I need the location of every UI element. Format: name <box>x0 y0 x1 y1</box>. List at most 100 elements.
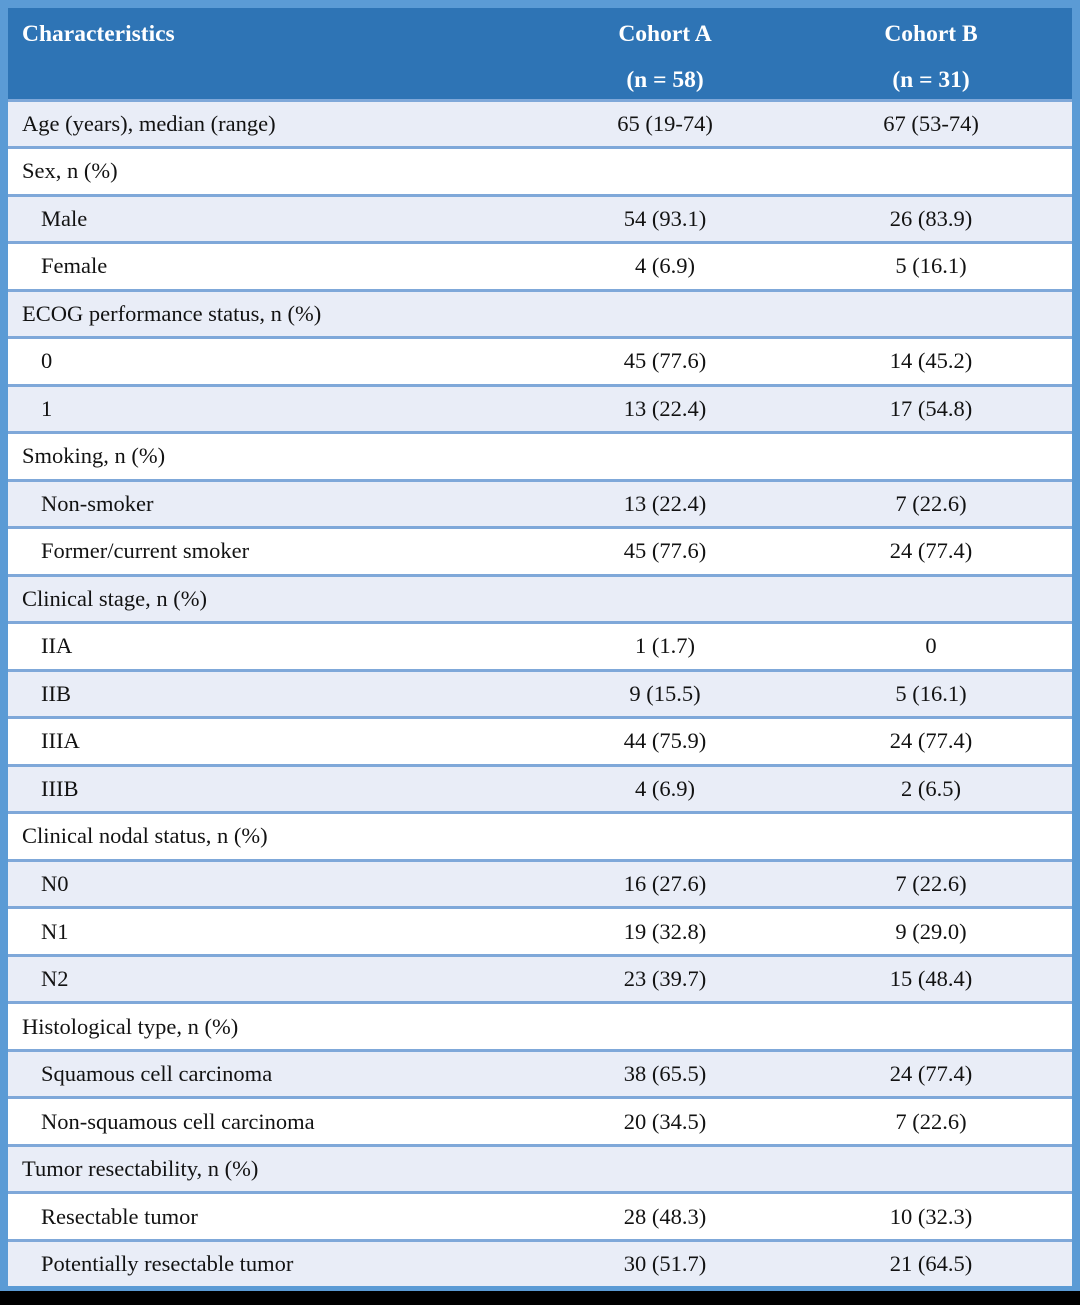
table-row: N0 16 (27.6) 7 (22.6) <box>8 858 1072 908</box>
cohort-a-value: 13 (22.4) <box>540 383 791 433</box>
cohort-b-value: 7 (22.6) <box>790 1096 1072 1146</box>
row-label: N2 <box>8 953 540 1003</box>
cohort-a-value: 16 (27.6) <box>540 858 791 908</box>
row-label: Former/current smoker <box>8 526 540 576</box>
cohort-a-value: 45 (77.6) <box>540 336 791 386</box>
cohort-a-value: 54 (93.1) <box>540 193 791 243</box>
characteristics-table: Characteristics Cohort A (n = 58) Cohort… <box>8 8 1072 1286</box>
header-characteristics-label: Characteristics <box>22 21 175 47</box>
cohort-b-value: 17 (54.8) <box>790 383 1072 433</box>
header-characteristics: Characteristics <box>8 8 540 100</box>
section-label: Clinical stage, n (%) <box>8 573 1072 623</box>
cohort-b-value: 24 (77.4) <box>790 526 1072 576</box>
cohort-a-value: 30 (51.7) <box>540 1238 791 1286</box>
cohort-b-value: 9 (29.0) <box>790 906 1072 956</box>
cohort-a-n: (n = 58) <box>626 67 704 94</box>
cohort-b-value: 5 (16.1) <box>790 241 1072 291</box>
row-label: Non-smoker <box>8 478 540 528</box>
table-row: 1 13 (22.4) 17 (54.8) <box>8 383 1072 433</box>
table-row: N2 23 (39.7) 15 (48.4) <box>8 953 1072 1003</box>
cohort-b-value: 5 (16.1) <box>790 668 1072 718</box>
row-label: Resectable tumor <box>8 1191 540 1241</box>
table-row: Male 54 (93.1) 26 (83.9) <box>8 193 1072 243</box>
row-label: Squamous cell carcinoma <box>8 1048 540 1098</box>
row-label: IIIB <box>8 763 540 813</box>
table-header: Characteristics Cohort A (n = 58) Cohort… <box>8 8 1072 100</box>
cohort-b-value: 7 (22.6) <box>790 858 1072 908</box>
table-row: IIIA 44 (75.9) 24 (77.4) <box>8 716 1072 766</box>
table-row: Squamous cell carcinoma 38 (65.5) 24 (77.4… <box>8 1048 1072 1098</box>
table-row: Smoking, n (%) <box>8 431 1072 481</box>
cohort-a-value: 4 (6.9) <box>540 241 791 291</box>
cohort-a-value: 19 (32.8) <box>540 906 791 956</box>
table-row: IIIB 4 (6.9) 2 (6.5) <box>8 763 1072 813</box>
bottom-bar <box>0 1291 1080 1305</box>
row-label: 1 <box>8 383 540 433</box>
table-row: N1 19 (32.8) 9 (29.0) <box>8 906 1072 956</box>
cohort-b-value: 14 (45.2) <box>790 336 1072 386</box>
section-label: ECOG performance status, n (%) <box>8 288 1072 338</box>
section-label: Clinical nodal status, n (%) <box>8 811 1072 861</box>
section-label: Sex, n (%) <box>8 146 1072 196</box>
cohort-b-value: 0 <box>790 621 1072 671</box>
table-row: IIB 9 (15.5) 5 (16.1) <box>8 668 1072 718</box>
row-label: IIIA <box>8 716 540 766</box>
section-label: Histological type, n (%) <box>8 1001 1072 1051</box>
section-label: Tumor resectability, n (%) <box>8 1143 1072 1193</box>
row-label: N0 <box>8 858 540 908</box>
cohort-a-value: 13 (22.4) <box>540 478 791 528</box>
row-label: IIA <box>8 621 540 671</box>
cohort-b-value: 67 (53-74) <box>790 98 1072 148</box>
table-body: Age (years), median (range) 65 (19-74) 67 … <box>8 98 1072 1286</box>
table-row: Non-squamous cell carcinoma 20 (34.5) 7 (2… <box>8 1096 1072 1146</box>
cohort-a-value: 23 (39.7) <box>540 953 791 1003</box>
cohort-b-value: 24 (77.4) <box>790 1048 1072 1098</box>
section-label: Smoking, n (%) <box>8 431 1072 481</box>
cohort-b-value: 24 (77.4) <box>790 716 1072 766</box>
row-label: N1 <box>8 906 540 956</box>
cohort-a-value: 38 (65.5) <box>540 1048 791 1098</box>
table-row: Histological type, n (%) <box>8 1001 1072 1051</box>
cohort-a-value: 20 (34.5) <box>540 1096 791 1146</box>
row-label: Potentially resectable tumor <box>8 1238 540 1286</box>
header-row: Characteristics Cohort A (n = 58) Cohort… <box>8 8 1072 100</box>
table-row: Clinical nodal status, n (%) <box>8 811 1072 861</box>
cohort-b-value: 26 (83.9) <box>790 193 1072 243</box>
table-row: Tumor resectability, n (%) <box>8 1143 1072 1193</box>
row-label: Age (years), median (range) <box>8 98 540 148</box>
cohort-a-value: 4 (6.9) <box>540 763 791 813</box>
row-label: Female <box>8 241 540 291</box>
cohort-b-n: (n = 31) <box>892 67 970 94</box>
cohort-b-value: 2 (6.5) <box>790 763 1072 813</box>
table-row: IIA 1 (1.7) 0 <box>8 621 1072 671</box>
table-row: Potentially resectable tumor 30 (51.7) 21 … <box>8 1238 1072 1286</box>
header-cohort-b: Cohort B (n = 31) <box>790 8 1072 100</box>
table-row: 0 45 (77.6) 14 (45.2) <box>8 336 1072 386</box>
row-label: 0 <box>8 336 540 386</box>
cohort-b-value: 21 (64.5) <box>790 1238 1072 1286</box>
row-label: Male <box>8 193 540 243</box>
cohort-a-value: 45 (77.6) <box>540 526 791 576</box>
cohort-b-value: 10 (32.3) <box>790 1191 1072 1241</box>
cohort-a-value: 9 (15.5) <box>540 668 791 718</box>
table-row: Former/current smoker 45 (77.6) 24 (77.4) <box>8 526 1072 576</box>
table-row: Sex, n (%) <box>8 146 1072 196</box>
cohort-b-name: Cohort B <box>884 21 978 47</box>
table-row: Female 4 (6.9) 5 (16.1) <box>8 241 1072 291</box>
cohort-a-value: 28 (48.3) <box>540 1191 791 1241</box>
table-row: ECOG performance status, n (%) <box>8 288 1072 338</box>
cohort-b-value: 7 (22.6) <box>790 478 1072 528</box>
table-row: Clinical stage, n (%) <box>8 573 1072 623</box>
cohort-a-name: Cohort A <box>618 21 712 47</box>
cohort-a-value: 65 (19-74) <box>540 98 791 148</box>
row-label: Non-squamous cell carcinoma <box>8 1096 540 1146</box>
table-row: Resectable tumor 28 (48.3) 10 (32.3) <box>8 1191 1072 1241</box>
cohort-a-value: 44 (75.9) <box>540 716 791 766</box>
header-cohort-a: Cohort A (n = 58) <box>540 8 791 100</box>
table-row: Age (years), median (range) 65 (19-74) 67 … <box>8 98 1072 148</box>
cohort-a-value: 1 (1.7) <box>540 621 791 671</box>
cohort-b-value: 15 (48.4) <box>790 953 1072 1003</box>
table-row: Non-smoker 13 (22.4) 7 (22.6) <box>8 478 1072 528</box>
